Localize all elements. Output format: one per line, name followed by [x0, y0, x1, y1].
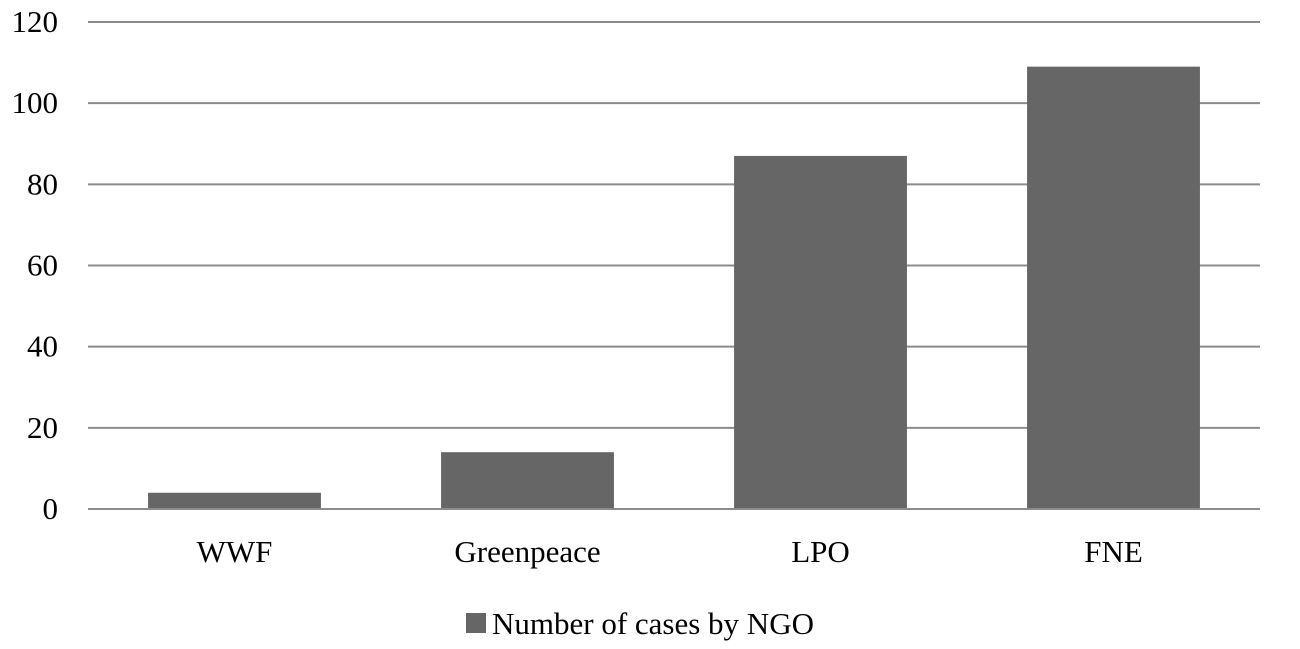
y-tick-label: 20	[27, 410, 58, 445]
y-tick-label: 100	[12, 85, 59, 120]
bars	[148, 66, 1200, 510]
bar-wwf	[148, 492, 321, 509]
bar-lpo	[734, 155, 907, 510]
x-category-label: WWF	[197, 534, 273, 569]
legend-label: Number of cases by NGO	[492, 606, 814, 641]
x-axis-category-labels: WWF Greenpeace LPO FNE	[197, 534, 1143, 569]
y-tick-label: 80	[27, 166, 58, 201]
y-tick-label: 40	[27, 329, 58, 364]
y-tick-label: 0	[43, 491, 59, 526]
y-tick-label: 60	[27, 248, 58, 283]
y-tick-label: 120	[12, 4, 59, 39]
bar-fne	[1027, 66, 1200, 510]
x-category-label: Greenpeace	[454, 534, 600, 569]
y-axis-tick-labels: 0 20 40 60 80 100 120	[12, 4, 59, 526]
x-category-label: FNE	[1084, 534, 1143, 569]
bar-greenpeace	[441, 452, 614, 509]
legend-swatch	[466, 613, 486, 633]
legend: Number of cases by NGO	[466, 606, 814, 641]
x-category-label: LPO	[791, 534, 850, 569]
